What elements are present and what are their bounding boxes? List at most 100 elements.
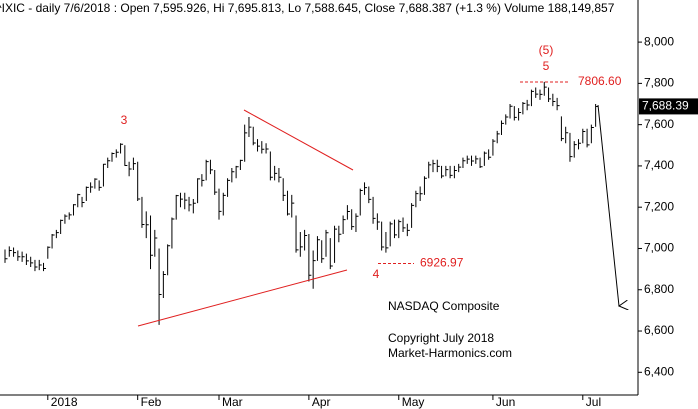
ohlc-bar — [338, 225, 342, 243]
ohlc-bar — [578, 139, 582, 150]
ohlc-bar — [43, 262, 47, 272]
ohlc-bar — [239, 159, 243, 171]
ohlc-bar — [102, 163, 106, 187]
ohlc-bar — [569, 132, 573, 162]
ohlc-bar — [522, 101, 526, 115]
ohlc-bar — [590, 124, 594, 144]
ohlc-bar — [201, 174, 205, 187]
ohlc-bar — [295, 215, 299, 253]
ohlc-bar — [188, 196, 192, 212]
ohlc-bar — [17, 250, 21, 261]
ohlc-bar — [479, 157, 483, 168]
ohlc-bar — [548, 87, 552, 102]
ohlc-bar — [372, 196, 376, 224]
ohlc-bar — [385, 231, 389, 253]
ohlc-bar — [175, 194, 179, 220]
ohlc-bar — [218, 188, 222, 220]
ohlc-bar — [500, 120, 504, 135]
ohlc-bar — [257, 139, 261, 152]
ohlc-bar — [111, 152, 115, 162]
ohlc-bar — [552, 93, 556, 107]
ohlc-bar — [488, 149, 492, 160]
ohlc-bar — [359, 188, 363, 216]
ohlc-bar — [411, 203, 415, 228]
forecast-arrow — [597, 104, 619, 306]
ohlc-bar — [154, 229, 158, 257]
ohlc-bar — [132, 157, 136, 171]
plot-area — [4, 81, 599, 325]
y-tick-label: 7,200 — [644, 199, 674, 213]
trend-line — [137, 269, 348, 327]
ohlc-bar — [64, 214, 68, 224]
ohlc-bar — [265, 143, 269, 154]
ohlc-bar — [509, 104, 513, 119]
ohlc-bar — [60, 219, 64, 235]
ohlc-bar — [252, 126, 256, 146]
ohlc-bar — [513, 106, 517, 121]
x-tick-label: Jul — [586, 395, 601, 409]
ohlc-bar — [342, 215, 346, 235]
ohlc-bar — [150, 215, 154, 270]
x-tick-label: Mar — [222, 395, 243, 409]
ohlc-bar — [402, 217, 406, 232]
ohlc-bar — [205, 159, 209, 181]
ohlc-bar — [222, 192, 226, 216]
ohlc-bar — [423, 176, 427, 195]
ohlc-bar — [248, 117, 252, 138]
y-tick-label: 6,400 — [644, 364, 674, 378]
annotation: NASDAQ Composite — [388, 299, 500, 313]
ohlc-bar — [543, 81, 547, 96]
ohlc-bar — [381, 221, 385, 251]
ohlc-bar — [329, 238, 333, 270]
ohlc-bar — [291, 194, 295, 218]
ohlc-bar — [586, 128, 590, 148]
ohlc-bar — [55, 229, 59, 239]
ohlc-bar — [325, 229, 329, 257]
ohlc-bar — [261, 141, 265, 154]
ohlc-bar — [299, 231, 303, 257]
ohlc-bar — [492, 139, 496, 156]
y-tick-label: 6,800 — [644, 282, 674, 296]
ohlc-bar — [483, 151, 487, 166]
ohlc-bar — [21, 251, 25, 262]
ohlc-bar — [197, 178, 201, 204]
ohlc-bar — [81, 196, 85, 208]
ohlc-bar — [137, 161, 141, 202]
ohlc-bar — [51, 234, 55, 249]
ohlc-bar — [25, 253, 29, 265]
ohlc-bar — [192, 198, 196, 214]
ohlc-bar — [94, 178, 98, 189]
ohlc-bar — [573, 141, 577, 158]
ohlc-bar — [68, 212, 72, 220]
ohlc-bar — [436, 159, 440, 173]
ohlc-bar — [449, 165, 453, 179]
ohlc-bar — [355, 213, 359, 232]
x-tick-label: Jun — [496, 395, 515, 409]
ohlc-bar — [269, 151, 273, 181]
ohlc-bar — [128, 161, 132, 177]
ohlc-bar — [34, 259, 38, 272]
ohlc-bar — [432, 159, 436, 173]
ohlc-bar — [321, 240, 325, 263]
last-price-label: 7,688.39 — [642, 99, 689, 113]
ohlc-bar — [72, 204, 76, 216]
ohlc-bar — [47, 246, 51, 259]
ohlc-bar — [526, 99, 530, 111]
ohlc-bar — [77, 193, 81, 208]
y-tick-label: 7,800 — [644, 76, 674, 90]
ohlc-bar — [158, 248, 162, 325]
ohlc-bar — [184, 192, 188, 210]
ohlc-bar — [316, 236, 320, 261]
y-tick-label: 7,400 — [644, 158, 674, 172]
ohlc-bar — [462, 157, 466, 168]
ohlc-bar — [398, 219, 402, 239]
ohlc-bar — [458, 163, 462, 173]
ohlc-bar — [364, 182, 368, 195]
ohlc-bar — [227, 178, 231, 197]
ohlc-bar — [505, 114, 509, 125]
last-price-box — [639, 98, 698, 115]
ohlc-bar — [8, 246, 12, 257]
wave-label: 5 — [543, 59, 550, 73]
y-tick-label: 8,000 — [644, 34, 674, 48]
ohlc-bar — [530, 89, 534, 107]
